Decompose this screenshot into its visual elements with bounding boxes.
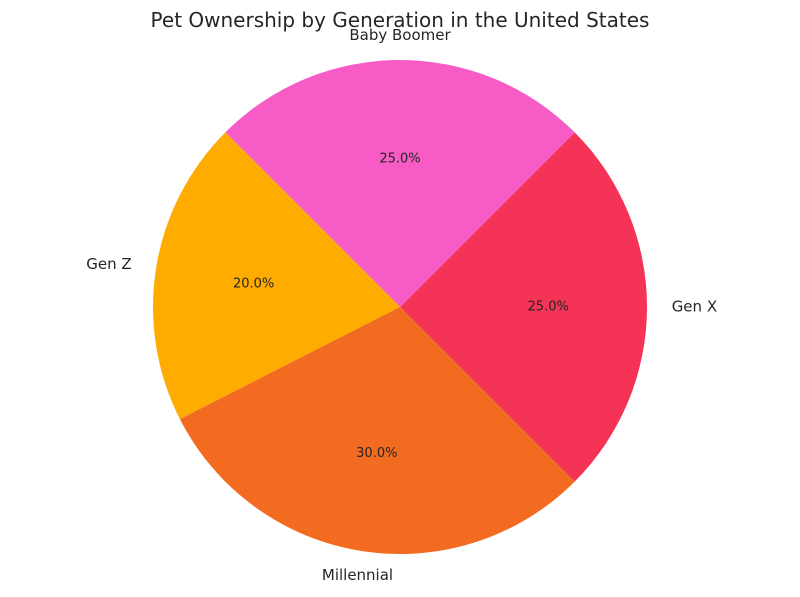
slice-label-gen-z: Gen Z [86,255,131,273]
pie-labels: Gen X 25.0% Baby Boomer 25.0% Gen Z 20.0% Mill… [86,26,717,584]
slice-label-millennial: Millennial [322,566,393,584]
chart-title: Pet Ownership by Generation in the Unite… [151,8,650,32]
pie-slices [152,59,647,555]
percent-label-gen-x: 25.0% [528,300,569,315]
percent-label-gen-z: 20.0% [233,276,274,291]
pie-slice-baby-boomer [225,59,575,307]
pie-slice-gen-x [400,132,647,482]
percent-label-millennial: 30.0% [356,446,397,461]
percent-label-baby-boomer: 25.0% [379,151,420,166]
pie-slice-gen-z [152,132,400,420]
slice-label-gen-x: Gen X [672,298,717,316]
slice-label-baby-boomer: Baby Boomer [349,26,451,44]
pie-slice-millennial [179,307,575,555]
